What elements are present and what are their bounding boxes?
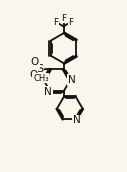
Text: N: N xyxy=(73,115,81,125)
Text: S: S xyxy=(36,64,44,74)
Text: O: O xyxy=(29,70,37,80)
Text: N: N xyxy=(68,75,76,85)
Text: O: O xyxy=(31,57,39,67)
Text: F: F xyxy=(53,18,59,26)
Text: F: F xyxy=(61,14,66,23)
Text: N: N xyxy=(44,87,52,97)
Text: F: F xyxy=(68,18,74,26)
Text: CH₃: CH₃ xyxy=(33,74,49,83)
